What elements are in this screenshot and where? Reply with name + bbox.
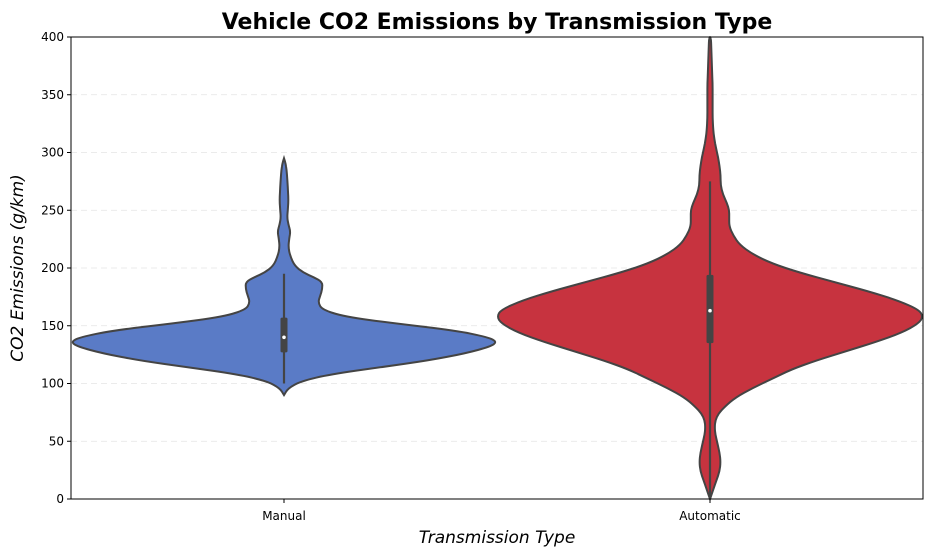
median-dot: [282, 335, 286, 340]
y-tick-label: 300: [41, 146, 64, 160]
y-tick-label: 0: [56, 492, 64, 506]
y-tick-label: 350: [41, 88, 64, 102]
y-tick-label: 100: [41, 377, 64, 391]
y-tick-label: 250: [41, 203, 64, 217]
x-tick-label: Automatic: [679, 509, 741, 523]
y-tick-label: 200: [41, 261, 64, 275]
chart-title: Vehicle CO2 Emissions by Transmission Ty…: [222, 10, 773, 35]
y-axis-ticks: 0 50 100 150 200 250 300 350 400: [41, 30, 71, 506]
violin-automatic: [497, 35, 923, 503]
y-tick-label: 400: [41, 30, 64, 44]
y-axis-label: CO2 Emissions (g/km): [8, 174, 28, 362]
y-tick-label: 50: [49, 434, 64, 448]
x-axis-ticks: Manual Automatic: [262, 499, 741, 523]
x-tick-label: Manual: [262, 509, 306, 523]
median-dot: [708, 308, 712, 313]
violin-manual: [71, 154, 497, 398]
grid-lines: [71, 94, 923, 442]
violins: [71, 35, 923, 503]
iqr-box: [280, 317, 288, 353]
y-tick-label: 150: [41, 319, 64, 333]
x-axis-label: Transmission Type: [419, 528, 576, 548]
